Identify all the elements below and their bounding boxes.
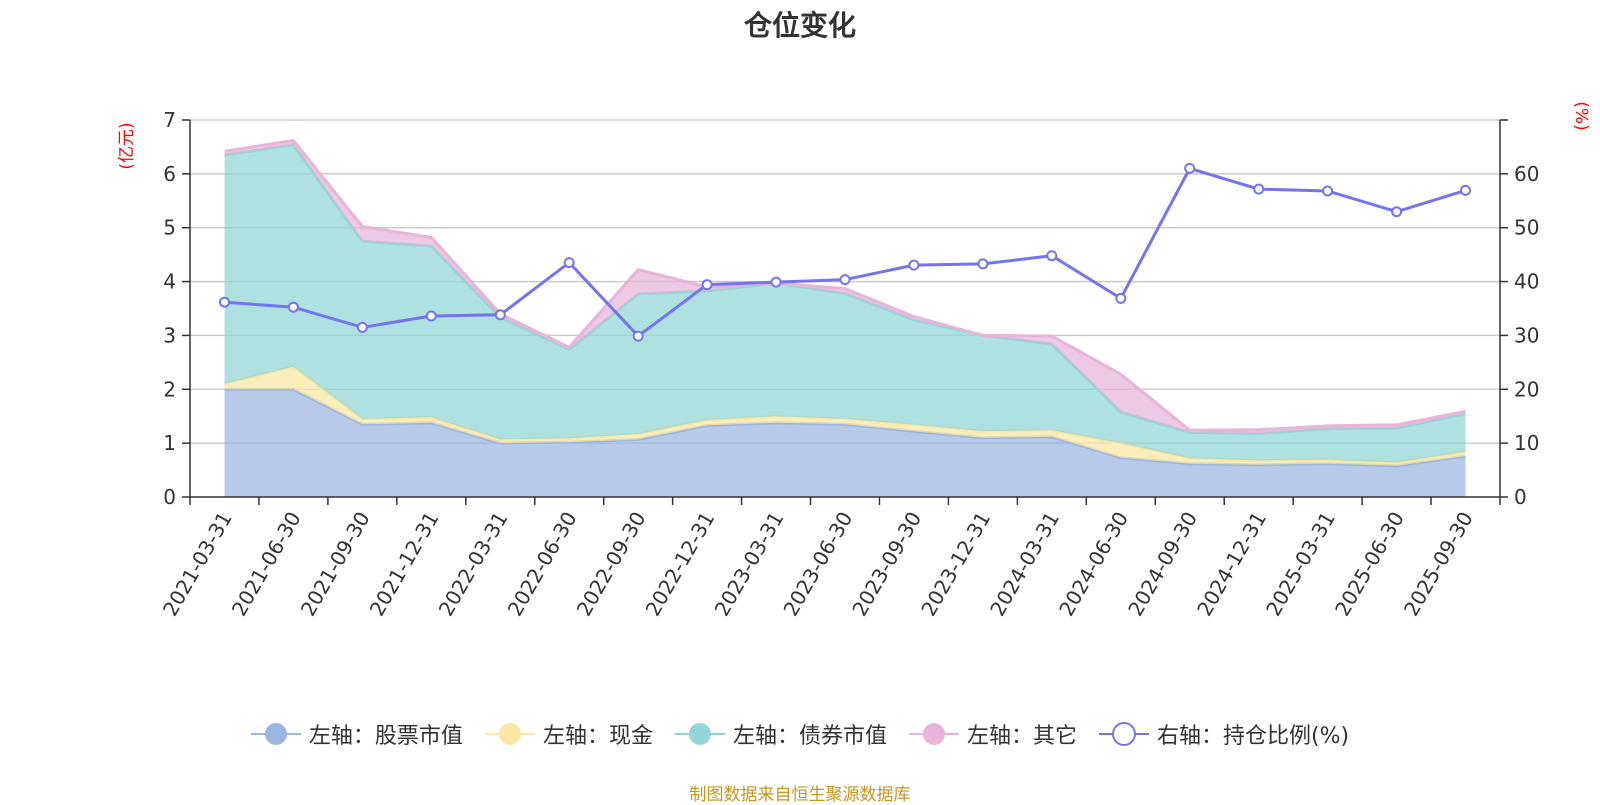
x-axis-tick-label: 2025-09-30 bbox=[1399, 508, 1478, 621]
left-axis-unit: (亿元) bbox=[117, 122, 137, 169]
x-axis-tick-label: 2023-09-30 bbox=[847, 508, 926, 621]
right-axis-tick-label: 30 bbox=[1514, 323, 1539, 347]
legend-label: 左轴：债券市值 bbox=[732, 724, 887, 749]
left-axis-tick-label: 2 bbox=[163, 377, 176, 401]
area-左轴：债券市值 bbox=[224, 144, 1466, 463]
x-axis-tick-label: 2023-03-31 bbox=[710, 508, 789, 621]
x-axis-tick-label: 2024-03-31 bbox=[985, 508, 1064, 621]
left-axis-tick-label: 1 bbox=[163, 431, 176, 455]
x-axis-tick-label: 2024-09-30 bbox=[1123, 508, 1202, 621]
x-axis-tick-label: 2021-12-31 bbox=[365, 508, 444, 621]
ratio-point bbox=[701, 279, 713, 291]
x-axis-tick-label: 2025-06-30 bbox=[1330, 508, 1409, 621]
ratio-point bbox=[908, 259, 920, 271]
right-axis-tick-label: 60 bbox=[1514, 162, 1539, 186]
ratio-point bbox=[1253, 183, 1265, 195]
x-axis-tick-label: 2024-06-30 bbox=[1054, 508, 1133, 621]
legend-item[interactable]: 左轴：债券市值 bbox=[674, 718, 887, 750]
legend-item[interactable]: 左轴：股票市值 bbox=[250, 718, 463, 750]
left-axis-tick-label: 6 bbox=[163, 162, 176, 186]
ratio-point bbox=[1115, 292, 1127, 304]
x-axis-tick-label: 2023-06-30 bbox=[778, 508, 857, 621]
ratio-point bbox=[425, 310, 437, 322]
ratio-point bbox=[977, 258, 989, 270]
left-axis-tick-label: 0 bbox=[163, 485, 176, 509]
area-edge-左轴：其它 bbox=[224, 138, 1466, 432]
right-axis-tick-label: 50 bbox=[1514, 216, 1539, 240]
ratio-point bbox=[1184, 162, 1196, 174]
area-左轴：其它 bbox=[224, 140, 1466, 434]
ratio-point bbox=[770, 276, 782, 288]
legend-label: 左轴：股票市值 bbox=[308, 724, 463, 749]
ratio-point bbox=[1460, 184, 1471, 196]
legend-swatch-icon bbox=[484, 723, 535, 745]
stacked-areas bbox=[224, 138, 1466, 497]
ratio-point bbox=[1046, 250, 1058, 262]
legend-swatch-icon bbox=[908, 723, 959, 745]
right-axis-tick-label: 40 bbox=[1514, 270, 1539, 294]
legend-label: 左轴：现金 bbox=[542, 724, 653, 749]
ratio-point bbox=[839, 274, 851, 286]
area-左轴：股票市值 bbox=[224, 389, 1466, 497]
ratio-point bbox=[1322, 185, 1334, 197]
x-axis-tick-label: 2021-03-31 bbox=[158, 508, 237, 621]
legend-label: 左轴：其它 bbox=[966, 724, 1077, 749]
ratio-point bbox=[494, 309, 506, 321]
source-note: 制图数据来自恒生聚源数据库 bbox=[689, 785, 911, 805]
legend-item[interactable]: 左轴：其它 bbox=[908, 718, 1077, 750]
x-axis-tick-label: 2021-09-30 bbox=[296, 508, 375, 621]
ratio-point bbox=[219, 296, 230, 308]
right-axis-tick-label: 20 bbox=[1514, 377, 1539, 401]
ratio-line bbox=[219, 162, 1471, 342]
x-axis-tick-label: 2024-12-31 bbox=[1192, 508, 1271, 621]
left-axis-tick-label: 3 bbox=[163, 323, 176, 347]
ratio-point bbox=[563, 257, 575, 269]
ratio-point bbox=[632, 330, 644, 342]
x-axis-tick-label: 2022-12-31 bbox=[641, 508, 720, 621]
x-axis-tick-label: 2025-03-31 bbox=[1261, 508, 1340, 621]
legend-swatch-icon bbox=[674, 723, 725, 745]
right-axis-unit: (%) bbox=[1571, 101, 1591, 130]
chart-title: 仓位变化 bbox=[743, 9, 856, 42]
legend-label: 右轴：持仓比例(%) bbox=[1156, 724, 1350, 749]
legend: 左轴：股票市值 左轴：现金 左轴：债券市值 左轴：其它 右轴：持仓比例(%) bbox=[0, 718, 1600, 750]
x-axis-tick-label: 2022-06-30 bbox=[503, 508, 582, 621]
right-axis-tick-label: 10 bbox=[1514, 431, 1539, 455]
left-axis-tick-label: 7 bbox=[163, 108, 176, 132]
x-axis-tick-label: 2022-09-30 bbox=[572, 508, 651, 621]
ratio-point bbox=[356, 321, 368, 333]
legend-item[interactable]: 左轴：现金 bbox=[484, 718, 653, 750]
legend-item[interactable]: 右轴：持仓比例(%) bbox=[1098, 718, 1350, 750]
x-axis-tick-label: 2021-06-30 bbox=[227, 508, 306, 621]
x-axis-tick-label: 2022-03-31 bbox=[434, 508, 513, 621]
x-axis-tick-label: 2023-12-31 bbox=[916, 508, 995, 621]
left-axis-tick-label: 5 bbox=[163, 216, 176, 240]
ratio-point bbox=[1391, 206, 1403, 218]
legend-swatch-icon bbox=[250, 723, 301, 745]
right-axis-tick-label: 0 bbox=[1514, 485, 1527, 509]
left-axis-tick-label: 4 bbox=[163, 270, 176, 294]
ratio-point bbox=[287, 301, 299, 313]
area-左轴：现金 bbox=[224, 366, 1466, 466]
legend-swatch-icon bbox=[1098, 722, 1149, 746]
